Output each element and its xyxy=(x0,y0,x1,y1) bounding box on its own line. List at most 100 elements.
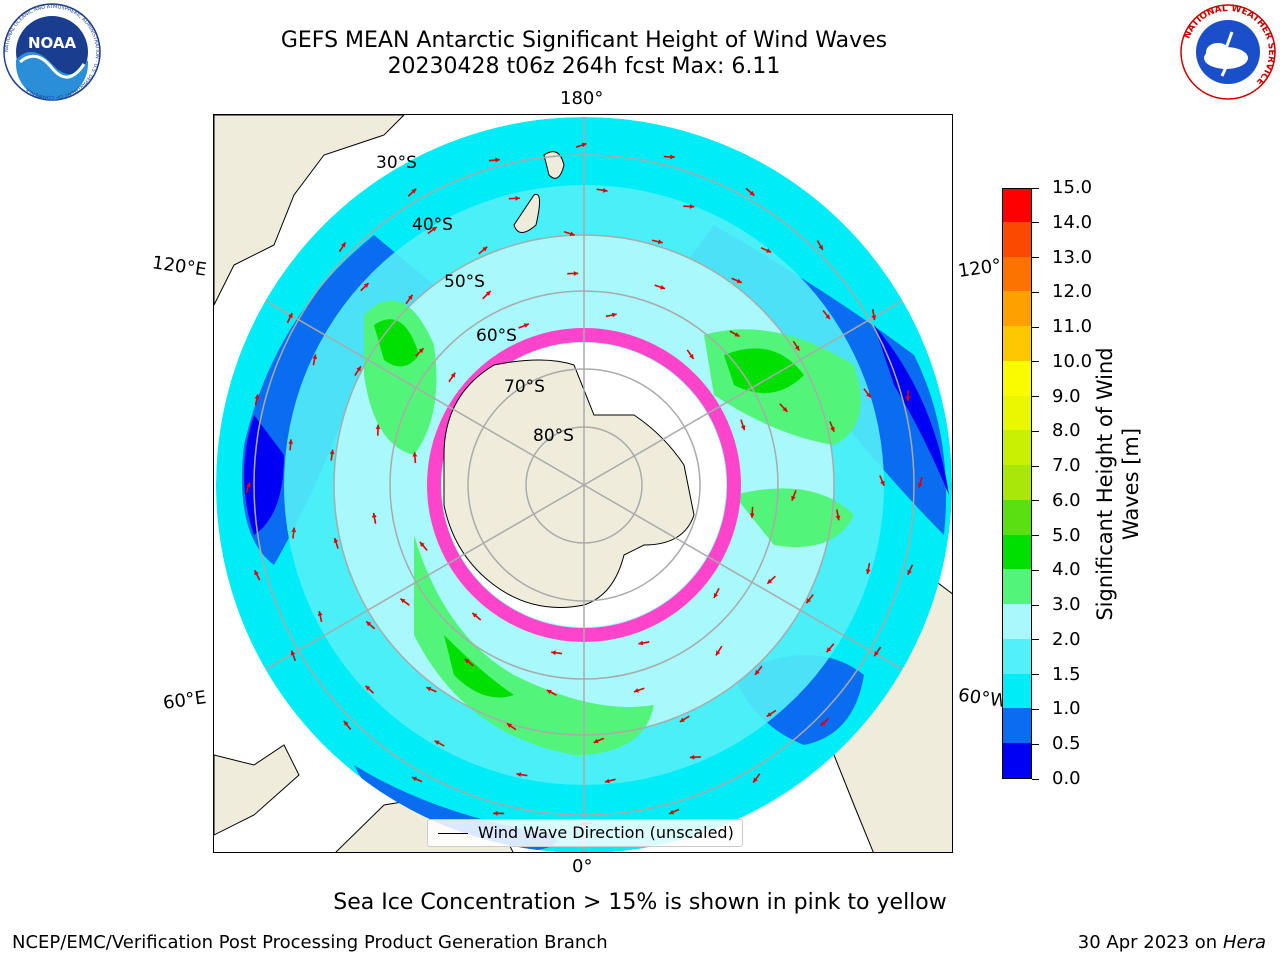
wave-arrow-head xyxy=(782,406,788,412)
wave-arrow-head xyxy=(865,569,871,574)
colorbar-label: Significant Height of Wind Waves [m] xyxy=(1092,324,1144,644)
colorbar-segment xyxy=(1003,673,1031,709)
wave-arrow-head xyxy=(871,315,877,321)
wave-arrow-head xyxy=(569,231,575,237)
wave-arrow-head xyxy=(515,195,520,201)
map-legend: Wind Wave Direction (unscaled) xyxy=(427,819,743,847)
colorbar-tick-mark xyxy=(1032,778,1039,780)
wave-arrow-head xyxy=(660,284,666,290)
polar-map: 30°S 40°S 50°S 60°S 70°S 80°S xyxy=(214,115,952,852)
chart-subtitle: 20230428 t06z 264h fcst Max: 6.11 xyxy=(387,54,781,79)
sea-ice-footnote: Sea Ice Concentration > 15% is shown in … xyxy=(333,890,947,915)
wave-arrow-head xyxy=(254,570,259,576)
wave-arrow-head xyxy=(818,245,823,251)
wave-arrow-head xyxy=(412,452,418,457)
wave-arrow-head xyxy=(767,578,773,584)
colorbar-tick-label: 4.0 xyxy=(1052,559,1081,581)
chart-title: GEFS MEAN Antarctic Significant Height o… xyxy=(280,28,888,53)
wave-arrow-head xyxy=(411,776,417,782)
wave-arrow-head xyxy=(736,278,742,284)
lat-label-80s: 80°S xyxy=(533,426,574,446)
wave-arrow-head xyxy=(806,598,812,604)
wave-arrow-head xyxy=(356,366,361,372)
date-text: 30 Apr 2023 on Hera xyxy=(1078,932,1266,953)
wave-arrow-head xyxy=(464,658,470,664)
wave-arrow-head xyxy=(365,685,371,691)
colorbar-segment xyxy=(1003,429,1031,466)
colorbar-label-line1: Significant Height of Wind xyxy=(1093,347,1117,621)
colorbar-segment xyxy=(1003,638,1031,674)
wave-arrow-head xyxy=(749,190,755,196)
madagascar-land xyxy=(214,744,300,836)
wave-arrow-head xyxy=(329,449,335,455)
colorbar-segment xyxy=(1003,499,1031,535)
colorbar-tick-mark xyxy=(1032,326,1039,328)
wave-arrow-head xyxy=(290,650,296,656)
wave-arrow-head xyxy=(450,372,456,378)
wave-arrow-head xyxy=(246,482,251,488)
wave-arrow-head xyxy=(593,738,599,744)
wave-arrow-head xyxy=(715,650,721,656)
colorbar-segment xyxy=(1003,534,1031,570)
wave-arrow-head xyxy=(426,686,432,692)
wave-arrow-head xyxy=(713,593,719,599)
wave-arrow-head xyxy=(431,227,437,232)
wave-arrow-head xyxy=(371,512,377,518)
lon-label-0: 0° xyxy=(572,856,593,877)
wave-arrow-head xyxy=(907,569,912,575)
colorbar-tick-mark xyxy=(1032,222,1039,224)
wave-arrow-head xyxy=(333,538,339,543)
wave-arrow-head xyxy=(602,187,608,193)
colorbar-tick-mark xyxy=(1032,291,1039,293)
wave-arrow-head xyxy=(581,142,587,148)
wave-arrow-head xyxy=(375,424,381,430)
wave-arrow-head xyxy=(407,294,413,300)
wave-arrow-head xyxy=(573,271,579,276)
colorbar-tick-label: 8.0 xyxy=(1052,420,1081,442)
colorbar-tick-label: 13.0 xyxy=(1052,246,1093,268)
svg-text:NOAA: NOAA xyxy=(28,34,77,52)
colorbar-tick-mark xyxy=(1032,639,1039,641)
colorbar-tick-mark xyxy=(1032,569,1039,571)
wave-arrow-head xyxy=(495,157,500,163)
colorbar-tick-label: 9.0 xyxy=(1052,385,1081,407)
colorbar-tick-mark xyxy=(1032,361,1039,363)
wave-arrow-head xyxy=(291,527,297,533)
colorbar-tick-label: 0.0 xyxy=(1052,768,1081,789)
wave-arrow-head xyxy=(523,323,529,328)
wave-arrow-head xyxy=(604,778,610,784)
credit-text: NCEP/EMC/Verification Post Processing Pr… xyxy=(12,932,608,953)
wave-arrow-head xyxy=(657,239,663,245)
wave-arrow-head xyxy=(734,332,740,337)
wave-arrow-head xyxy=(835,515,841,521)
wave-arrow-head xyxy=(418,348,424,354)
wave-arrow-head xyxy=(791,495,796,501)
wave-arrow-head xyxy=(506,723,512,728)
wave-arrow-head xyxy=(434,740,440,745)
map-frame: 30°S 40°S 50°S 60°S 70°S 80°S Wind Wave … xyxy=(213,114,953,853)
lat-label-50s: 50°S xyxy=(444,272,485,292)
wave-arrow-head xyxy=(611,312,617,318)
colorbar-tick-mark xyxy=(1032,257,1039,259)
legend-label: Wind Wave Direction (unscaled) xyxy=(478,823,734,842)
wave-arrow-head xyxy=(485,291,491,296)
wave-arrow-head xyxy=(341,242,346,248)
wave-arrow-head xyxy=(866,392,871,398)
australia-land xyxy=(214,115,405,306)
colorbar-tick-mark xyxy=(1032,743,1039,745)
colorbar-segment xyxy=(1003,189,1031,222)
colorbar-tick-mark xyxy=(1032,465,1039,467)
wave-arrow-head xyxy=(740,425,746,431)
wave-arrow-head xyxy=(411,188,417,194)
wave-arrow-head xyxy=(551,650,556,656)
colorbar-segment xyxy=(1003,603,1031,639)
wave-arrow-head xyxy=(288,312,293,318)
wave-arrow-head xyxy=(546,689,552,695)
colorbar-tick-label: 11.0 xyxy=(1052,316,1093,338)
wave-arrow-head xyxy=(482,246,488,252)
nws-logo: NATIONAL WEATHER SERVICE xyxy=(1180,4,1276,100)
wave-arrow-head xyxy=(755,669,760,675)
machine-name: Hera xyxy=(1222,932,1266,953)
colorbar-segment xyxy=(1003,395,1031,431)
wave-arrow-head xyxy=(874,651,879,657)
